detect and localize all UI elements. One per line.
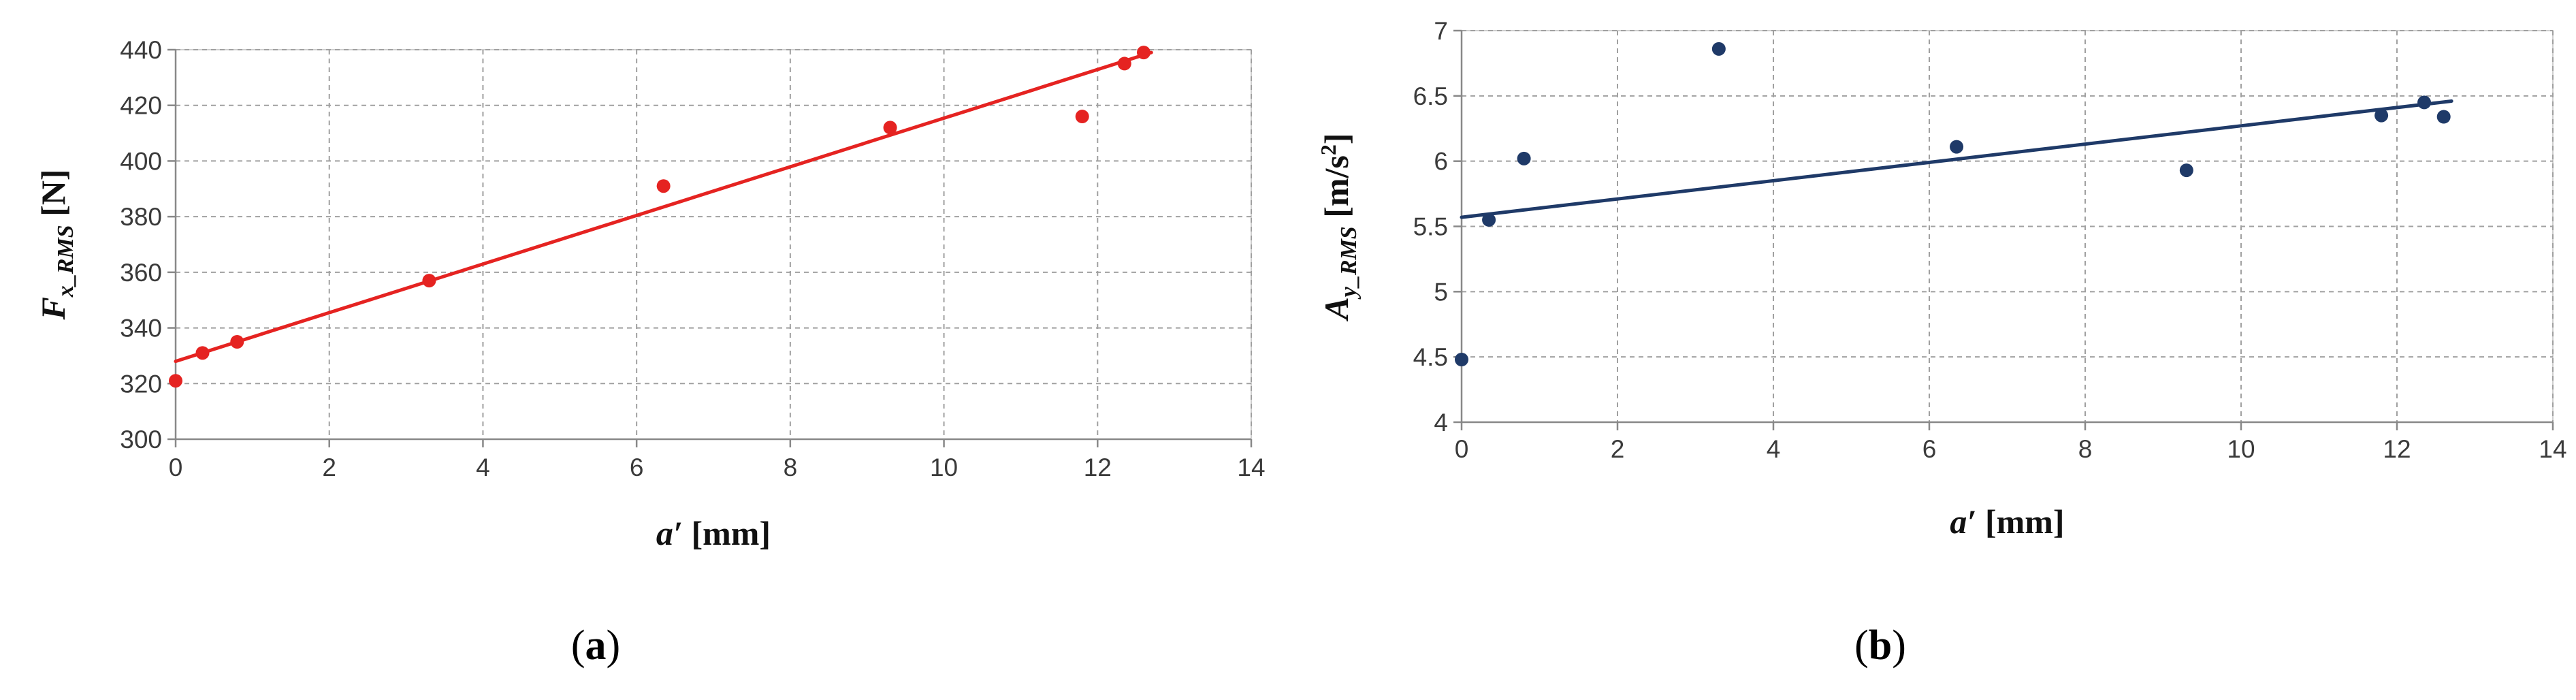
chart-a-data-point [1117,57,1131,71]
chart-b-caption: (b) [1854,622,1906,669]
chart-a-y-tick-label: 420 [120,92,162,120]
chart-a-plot-area [175,49,1252,440]
chart-a: 300 320 340 360 380 400 420 440 0 2 4 6 8 10 12 14 a′ [m… [34,36,1266,669]
chart-a-y-tick-label: 300 [120,426,162,454]
chart-a-x-tick-label: 0 [169,454,183,481]
chart-a-y-axis-symbol: F [34,297,72,320]
chart-b-trendline [1460,99,2453,219]
chart-b-y-tick-label: 4.5 [1413,343,1448,371]
chart-b-data-point [2179,163,2193,178]
chart-a-x-tick-label: 4 [476,454,490,481]
chart-b-x-tick-label: 14 [2539,435,2566,463]
chart-a-caption: (a) [571,622,620,669]
chart-b-y-axis-subscript: y_RMS [1336,226,1362,300]
chart-a-data-point [656,179,671,193]
chart-a-x-tick-label: 8 [784,454,798,481]
chart-a-y-axis-unit: [N] [34,169,72,225]
chart-b-y-tick-label: 5.5 [1413,213,1448,241]
chart-a-x-axis-title: a′ [mm] [656,514,771,552]
chart-b-x-tick-label: 12 [2383,435,2411,463]
chart-a-x-tick-label: 12 [1084,454,1112,481]
chart-b-y-axis-unit: [m/s [1317,155,1355,226]
chart-b-y-tick-label: 7 [1434,17,1448,45]
chart-a-x-tick-label: 10 [930,454,958,481]
chart-a-caption-letter: a [585,622,607,669]
chart-a-caption-close: ) [607,622,621,669]
chart-b-x-tick-label: 8 [2078,435,2093,463]
chart-a-data-point [422,274,436,288]
chart-a-data-point [195,346,210,360]
chart-a-y-tick-label: 400 [120,147,162,175]
chart-a-y-axis-title: Fx_RMS [N] [34,169,78,320]
chart-b-data-point [1517,151,1531,165]
chart-b-y-tick-label: 5 [1434,278,1448,306]
chart-b-y-tick-label: 6 [1434,148,1448,176]
chart-b-data-point [1950,140,1964,154]
chart-b-x-tick-label: 2 [1611,435,1625,463]
chart-a-x-tick-label: 2 [322,454,336,481]
chart-b-y-tick-label: 4 [1434,409,1448,436]
chart-a-x-tick-label: 6 [630,454,644,481]
chart-b-x-axis-unit: [mm] [1976,503,2064,541]
chart-a-y-tick-label: 320 [120,370,162,398]
chart-a-y-tick-label: 360 [120,259,162,287]
chart-b-x-axis-title: a′ [mm] [1950,503,2064,541]
chart-b-caption-close: ) [1892,622,1906,669]
chart-a-trendline [174,50,1153,364]
chart-a-x-axis-symbol: a′ [656,514,683,552]
chart-a-y-tick-label: 340 [120,315,162,343]
chart-a-x-tick-label: 14 [1237,454,1265,481]
chart-b-y-axis-title: Ay_RMS [m/s2] [1316,133,1362,321]
chart-a-x-axis-unit: [mm] [683,514,771,552]
chart-a-caption-open: ( [571,622,585,669]
chart-b-caption-letter: b [1869,622,1892,669]
chart-a-data-point [169,374,182,388]
chart-b-x-tick-label: 0 [1455,435,1469,463]
chart-b-y-axis-superscript: 2 [1316,144,1340,155]
chart-a-data-point [1075,110,1089,124]
chart-a-data-point [883,121,897,135]
chart-b-data-point [1455,353,1468,366]
chart-b-x-tick-label: 4 [1767,435,1781,463]
chart-b: 4 4.5 5 5.5 6 6.5 7 0 2 4 6 8 10 12 14 a′ [mm] Ay_RMS [m… [1316,17,2567,669]
chart-b-data-point [2417,95,2432,110]
chart-b-data-point [1711,42,1726,56]
chart-b-y-axis-symbol: A [1317,297,1355,321]
chart-a-y-axis-subscript: x_RMS [53,225,78,298]
chart-b-x-axis-symbol: a′ [1950,503,1976,541]
chart-b-data-point [2374,108,2389,123]
chart-b-data-point [2436,110,2451,124]
chart-a-data-point [230,335,244,349]
chart-b-caption-open: ( [1854,622,1869,669]
chart-b-y-axis-unit-end: ] [1317,133,1355,144]
chart-a-y-tick-label: 440 [120,36,162,64]
chart-a-data-point [1137,46,1150,60]
chart-b-data-point [1482,212,1496,227]
chart-b-y-tick-label: 6.5 [1413,82,1448,110]
chart-a-y-tick-label: 380 [120,203,162,231]
chart-b-x-tick-label: 6 [1922,435,1937,463]
chart-b-x-tick-label: 10 [2227,435,2255,463]
